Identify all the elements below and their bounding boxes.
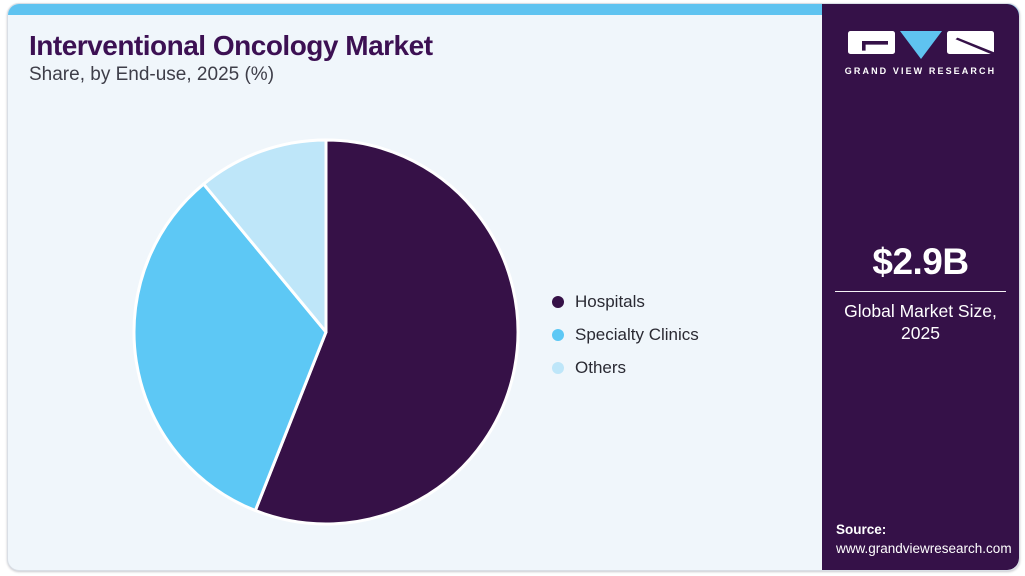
market-size-divider [835,291,1006,292]
legend-label-hospitals: Hospitals [575,292,645,311]
infographic-card: Interventional Oncology Market Share, by… [7,3,1020,571]
market-caption-line1: Global Market Size, [844,301,997,321]
legend-dot-hospitals [552,296,564,308]
legend-dot-specialty-clinics [552,329,564,341]
page-subtitle: Share, by End-use, 2025 (%) [29,64,275,85]
market-caption-line2: 2025 [901,323,940,344]
brand-logo-text: GRAND VIEW RESEARCH [844,66,997,76]
pie-chart [132,138,520,526]
brand-logo-block: GRAND VIEW RESEARCH [822,30,1019,76]
pie-slice-others [202,138,328,334]
source-block: Source: www.grandviewresearch.com [836,520,1012,558]
source-label: Source: [836,522,887,538]
source-url: www.grandviewresearch.com [836,540,1012,556]
chart-legend: Hospitals Specialty Clinics Others [552,291,699,390]
gvr-logo-icon [847,31,994,59]
legend-dot-others [552,362,564,374]
page-title: Interventional Oncology Market [29,30,433,61]
chart-area: Interventional Oncology Market Share, by… [8,4,824,570]
market-size-block: $2.9B Global Market Size, 2025 [822,241,1019,345]
top-accent-bar [8,4,1019,15]
pie-chart-container [128,134,524,530]
legend-item-others: Others [552,357,699,379]
pie-slice-hospitals [253,138,520,526]
brand-sidebar: GRAND VIEW RESEARCH $2.9B Global Market … [822,4,1019,570]
legend-item-hospitals: Hospitals [552,291,699,313]
legend-label-others: Others [575,358,627,377]
market-size-caption: Global Market Size, 2025 [822,300,1019,345]
legend-item-specialty-clinics: Specialty Clinics [552,324,699,346]
pie-slice-specialty-clinics [132,182,328,513]
legend-label-specialty-clinics: Specialty Clinics [575,325,699,344]
market-size-value: $2.9B [872,241,969,282]
